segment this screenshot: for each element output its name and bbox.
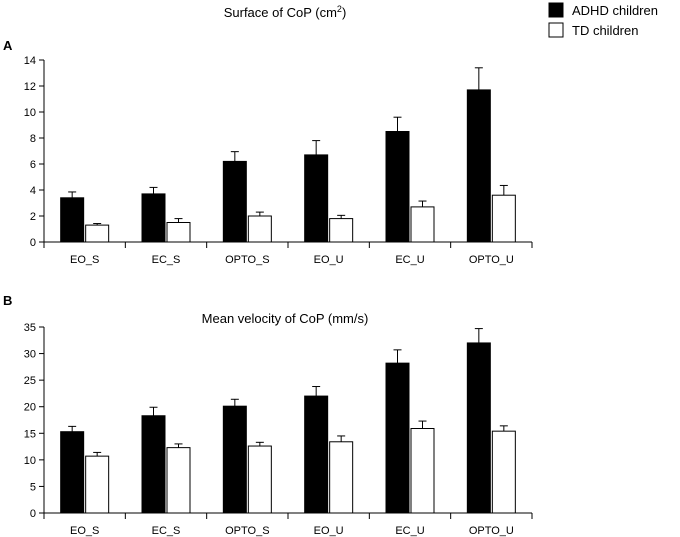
chart-a-bar-td <box>166 222 191 243</box>
chart-a-bar-adhd <box>141 193 166 243</box>
chart-a-plot: 0 2 4 6 8 10 12 14 EO_S EC_S OPTO_S EO_U EC_U OPTO_U <box>24 55 533 266</box>
chart-b-title: Mean velocity of CoP (mm/s) <box>202 311 369 326</box>
chart-a-bar-adhd <box>222 160 247 243</box>
legend-swatch-td <box>548 22 564 38</box>
chart-a-bar-td <box>85 224 110 243</box>
chart-b-category-label: OPTO_S <box>225 525 269 537</box>
chart-b-category-label: OPTO_U <box>469 525 514 537</box>
chart-b-y-tick-label: 0 <box>30 508 36 520</box>
chart-a-y-tick-label: 10 <box>24 107 36 119</box>
chart-a-category-label: OPTO_S <box>225 254 269 266</box>
chart-b-bar-adhd <box>385 362 410 514</box>
chart-b-category-label: EO_U <box>314 525 344 537</box>
chart-a-title: Surface of CoP (cm2) <box>224 4 347 20</box>
legend-label-td: TD children <box>572 23 638 38</box>
chart-b-bar-adhd <box>60 431 85 514</box>
chart-a-y-tick-label: 14 <box>24 55 36 67</box>
legend-swatch-adhd <box>548 2 564 18</box>
chart-b-bar-td <box>491 430 516 514</box>
chart-b-category-label: EC_S <box>152 525 181 537</box>
chart-a-y-tick-label: 6 <box>30 159 36 171</box>
chart-b-bar-td <box>410 428 435 514</box>
legend: ADHD children TD children <box>548 2 658 38</box>
chart-b-y-tick-label: 25 <box>24 375 36 387</box>
chart-b-y-tick-label: 35 <box>24 322 36 334</box>
chart-a-bar-td <box>410 206 435 243</box>
chart-b-y-tick-label: 20 <box>24 402 36 414</box>
chart-a-bar-td <box>329 218 354 243</box>
chart-a-y-tick-label: 2 <box>30 211 36 223</box>
chart-a-bar-adhd <box>466 89 491 243</box>
chart-a-category-label: EC_U <box>395 254 424 266</box>
chart-a-category-label: OPTO_U <box>469 254 514 266</box>
panel-a-label: A <box>3 38 13 53</box>
legend-label-adhd: ADHD children <box>572 3 658 18</box>
chart-b-plot: 0 5 10 15 20 25 30 35 EO_S EC_S OPTO_S EO_U EC_U OPTO… <box>24 322 533 537</box>
chart-b-bar-adhd <box>304 395 329 514</box>
chart-b-bar-adhd <box>466 342 491 514</box>
chart-a-y-tick-label: 12 <box>24 81 36 93</box>
chart-b-bar-td <box>247 445 272 514</box>
chart-a-category-label: EO_S <box>70 254 99 266</box>
chart-b-category-label: EC_U <box>395 525 424 537</box>
chart-b-y-tick-label: 15 <box>24 428 36 440</box>
chart-b-y-tick-label: 5 <box>30 481 36 493</box>
chart-b-category-label: EO_S <box>70 525 99 537</box>
chart-a-bar-adhd <box>304 154 329 243</box>
chart-b-bar-td <box>85 455 110 514</box>
chart-a-category-label: EO_U <box>314 254 344 266</box>
chart-a-y-tick-label: 0 <box>30 237 36 249</box>
chart-b-bar-td <box>166 447 191 514</box>
chart-b-y-tick-label: 30 <box>24 349 36 361</box>
chart-b-y-tick-label: 10 <box>24 455 36 467</box>
chart-b-bar-td <box>329 441 354 514</box>
chart-a-y-tick-label: 4 <box>30 185 36 197</box>
chart-b-bar-adhd <box>222 405 247 514</box>
chart-a-category-label: EC_S <box>152 254 181 266</box>
chart-a-bar-adhd <box>60 197 85 243</box>
chart-b-bar-adhd <box>141 415 166 514</box>
chart-a-title-superscript: 2 <box>337 4 342 14</box>
chart-a-bar-td <box>247 215 272 243</box>
chart-a-y-tick-label: 8 <box>30 133 36 145</box>
chart-a-bar-adhd <box>385 131 410 243</box>
panel-b-label: B <box>3 293 12 308</box>
chart-a-bar-td <box>491 194 516 243</box>
